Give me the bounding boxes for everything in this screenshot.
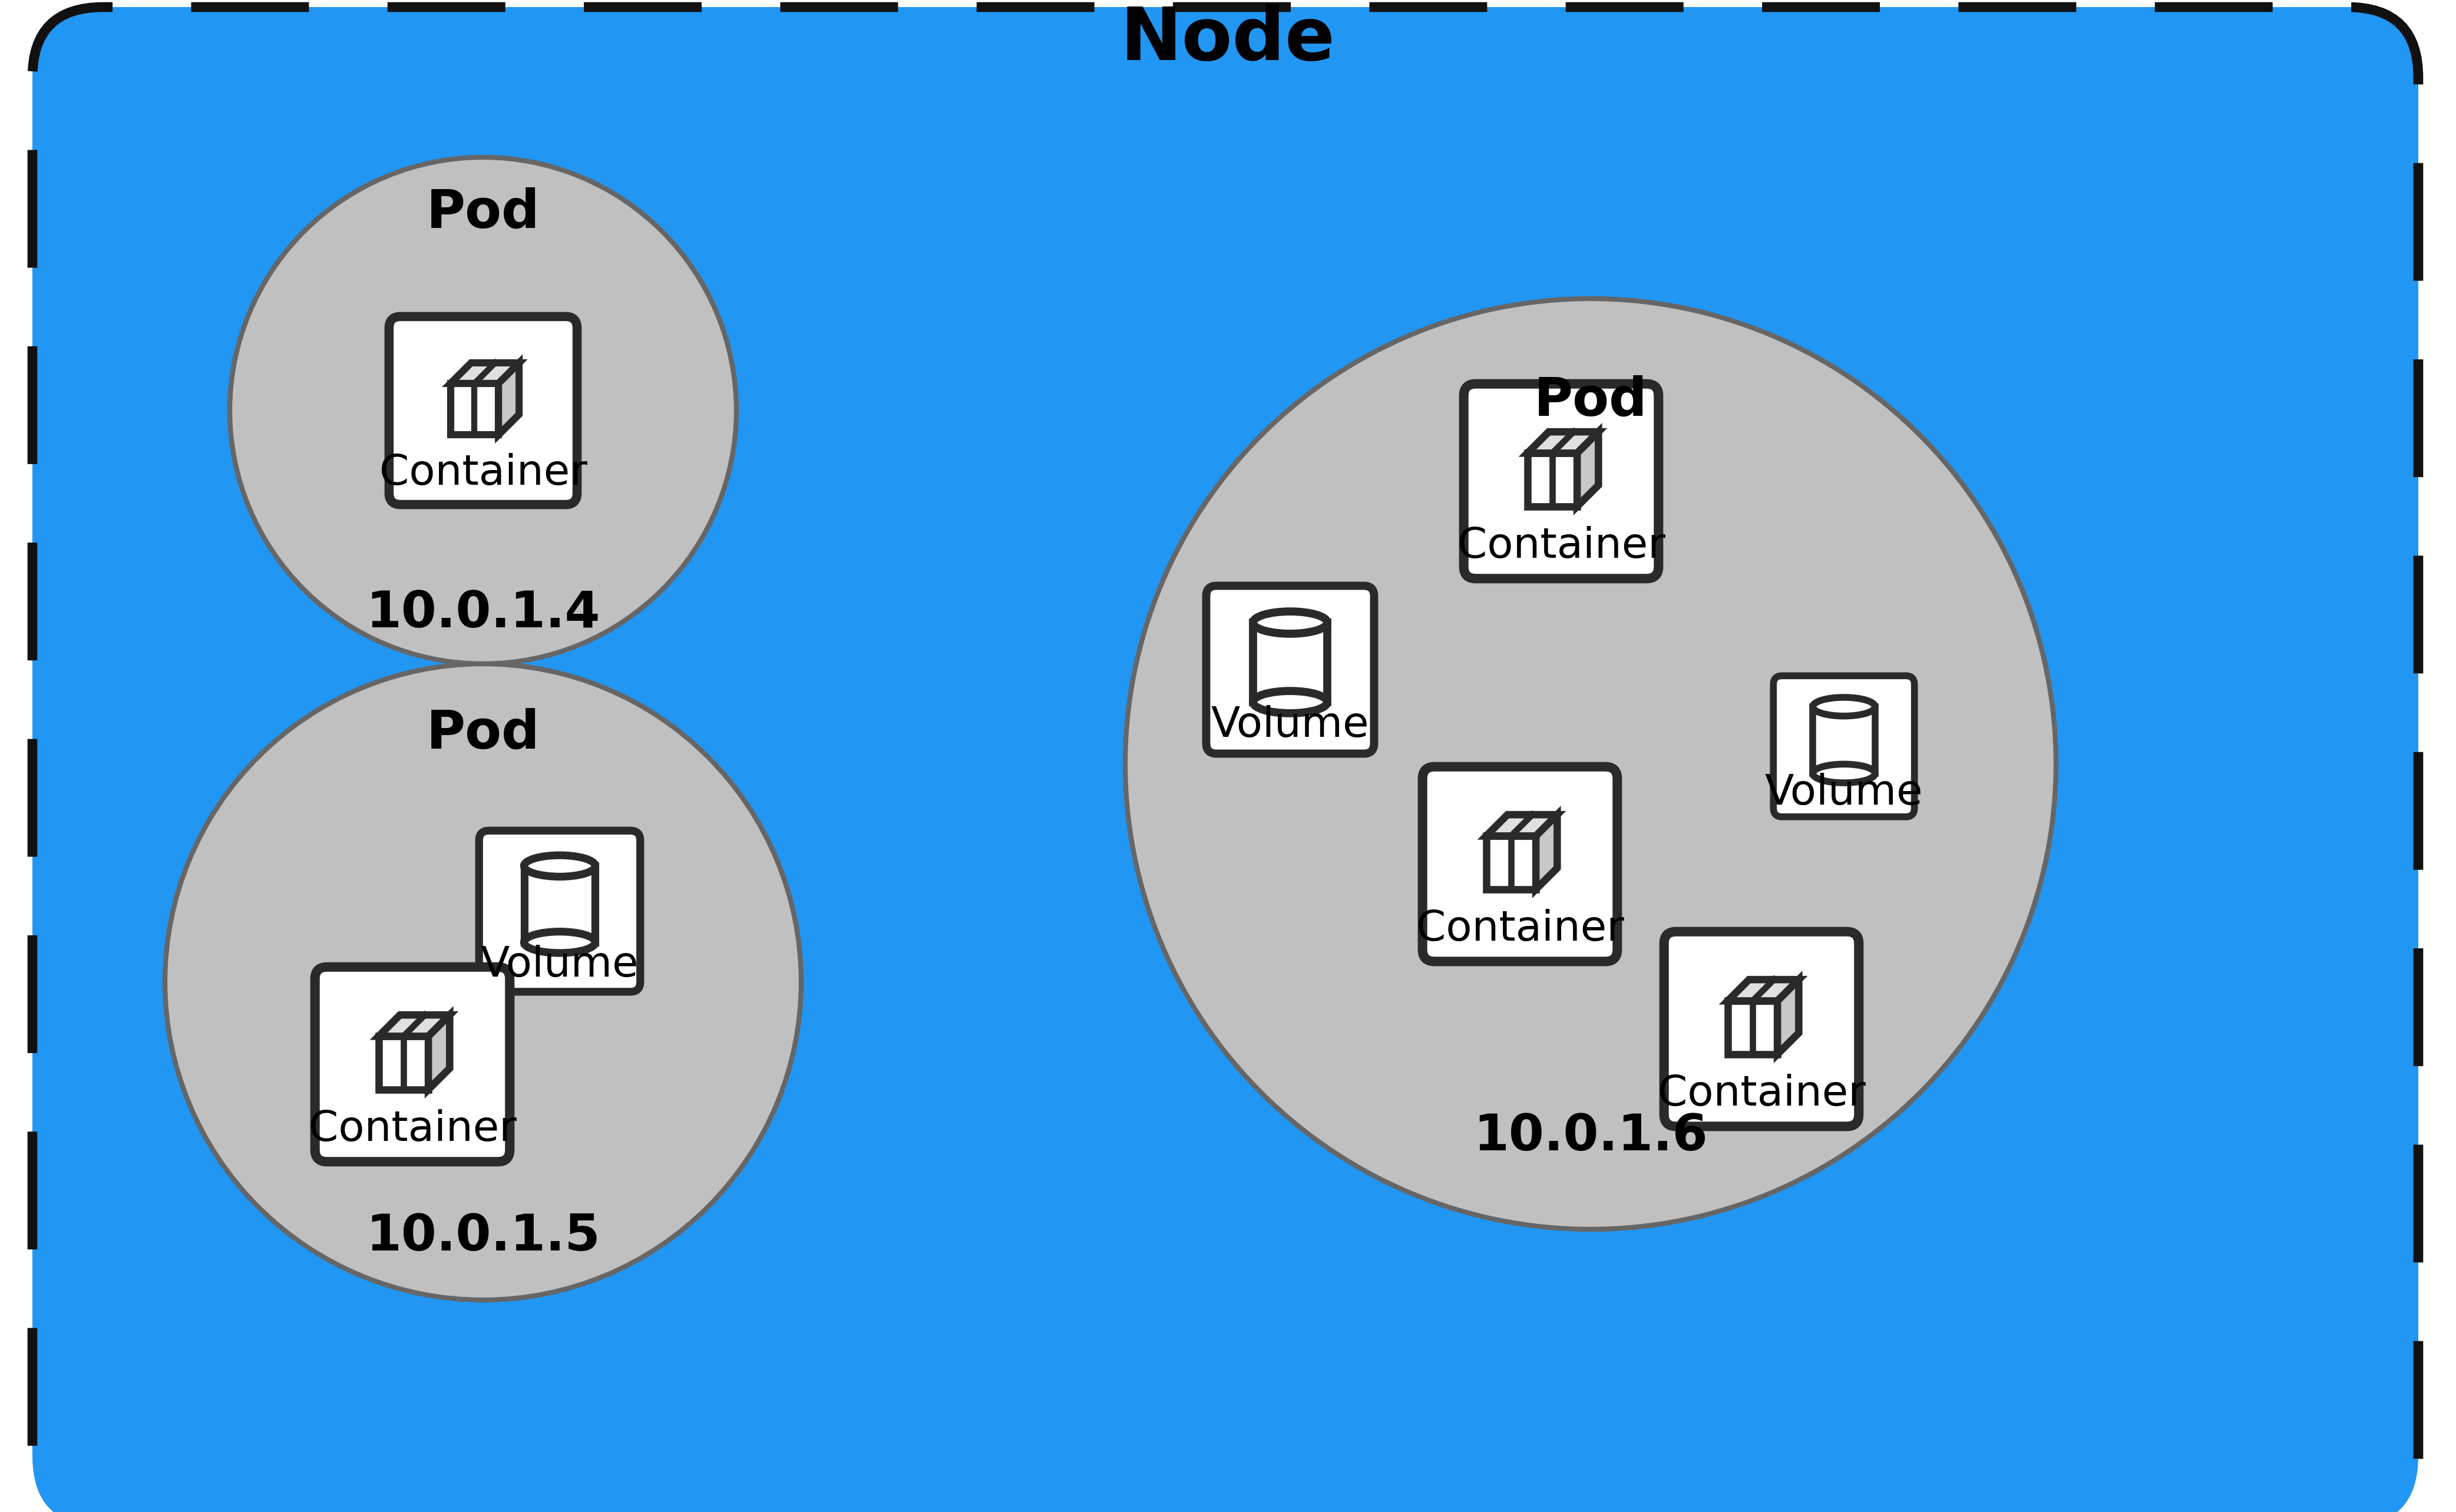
FancyBboxPatch shape xyxy=(479,830,641,992)
FancyBboxPatch shape xyxy=(1773,676,1913,816)
Text: Container: Container xyxy=(1658,1074,1867,1114)
Polygon shape xyxy=(1486,815,1557,836)
Polygon shape xyxy=(1528,432,1599,454)
Polygon shape xyxy=(1528,454,1577,507)
Circle shape xyxy=(165,664,801,1300)
Polygon shape xyxy=(1778,980,1798,1054)
Text: Volume: Volume xyxy=(1211,705,1370,745)
Polygon shape xyxy=(1727,980,1798,1001)
FancyBboxPatch shape xyxy=(1464,384,1658,579)
Text: Pod: Pod xyxy=(427,187,540,239)
FancyBboxPatch shape xyxy=(388,316,577,505)
Circle shape xyxy=(1125,299,2056,1229)
Polygon shape xyxy=(1486,836,1535,889)
Polygon shape xyxy=(499,363,518,435)
Text: 10.0.1.5: 10.0.1.5 xyxy=(366,1213,599,1261)
Text: Pod: Pod xyxy=(427,708,540,759)
Bar xyxy=(1253,623,1326,702)
Polygon shape xyxy=(378,1036,427,1090)
FancyBboxPatch shape xyxy=(1206,585,1373,753)
Text: Node: Node xyxy=(1120,5,1336,76)
Ellipse shape xyxy=(523,856,594,877)
FancyBboxPatch shape xyxy=(314,968,511,1161)
Bar xyxy=(523,866,594,942)
Bar xyxy=(1813,706,1874,774)
FancyBboxPatch shape xyxy=(32,8,2419,1512)
Polygon shape xyxy=(1577,432,1599,507)
Text: Container: Container xyxy=(309,1108,516,1149)
Circle shape xyxy=(231,157,737,664)
Polygon shape xyxy=(1535,815,1557,889)
Text: Pod: Pod xyxy=(1535,375,1648,426)
Ellipse shape xyxy=(1253,611,1326,634)
Text: Volume: Volume xyxy=(1766,773,1923,813)
Ellipse shape xyxy=(1813,697,1874,717)
Text: Container: Container xyxy=(1417,909,1623,950)
Ellipse shape xyxy=(1253,691,1326,714)
Text: 10.0.1.6: 10.0.1.6 xyxy=(1474,1111,1707,1161)
Ellipse shape xyxy=(523,931,594,953)
FancyBboxPatch shape xyxy=(1665,931,1859,1126)
Polygon shape xyxy=(449,363,518,384)
FancyBboxPatch shape xyxy=(1422,767,1619,962)
Ellipse shape xyxy=(1813,764,1874,783)
Polygon shape xyxy=(449,384,499,435)
Polygon shape xyxy=(378,1015,449,1036)
Text: Container: Container xyxy=(1456,526,1665,567)
Polygon shape xyxy=(1727,1001,1778,1054)
Text: Volume: Volume xyxy=(481,945,639,986)
Text: Container: Container xyxy=(378,454,587,493)
Polygon shape xyxy=(427,1015,449,1090)
Text: 10.0.1.4: 10.0.1.4 xyxy=(366,588,599,638)
